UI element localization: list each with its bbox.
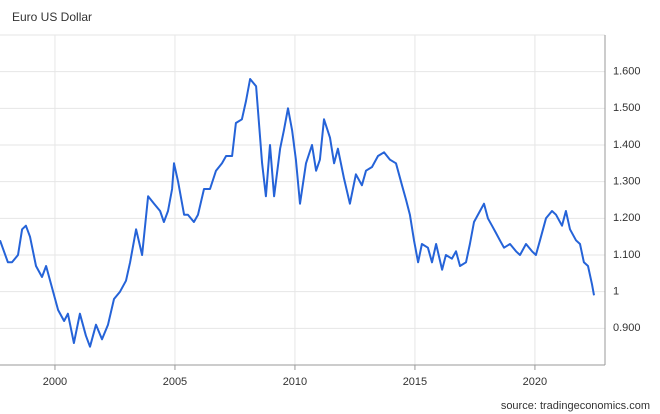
x-tick-label: 2015 [403,376,427,388]
source: source: tradingeconomics.com [501,400,650,412]
y-tick-label: 1 [613,286,619,298]
y-tick-label: 0.900 [613,322,641,334]
x-tick-label: 2005 [163,376,187,388]
x-tick-label: 2000 [43,376,67,388]
y-tick-label: 1.600 [613,66,641,78]
y-tick-label: 1.100 [613,249,641,261]
x-tick-label: 2020 [523,376,547,388]
x-tick-label: 2010 [283,376,307,388]
y-tick-label: 1.300 [613,176,641,188]
data-line [0,78,595,348]
chart-title: Euro US Dollar [12,10,92,24]
y-tick-label: 1.500 [613,102,641,114]
y-tick-label: 1.200 [613,212,641,224]
y-tick-label: 1.400 [613,139,641,151]
